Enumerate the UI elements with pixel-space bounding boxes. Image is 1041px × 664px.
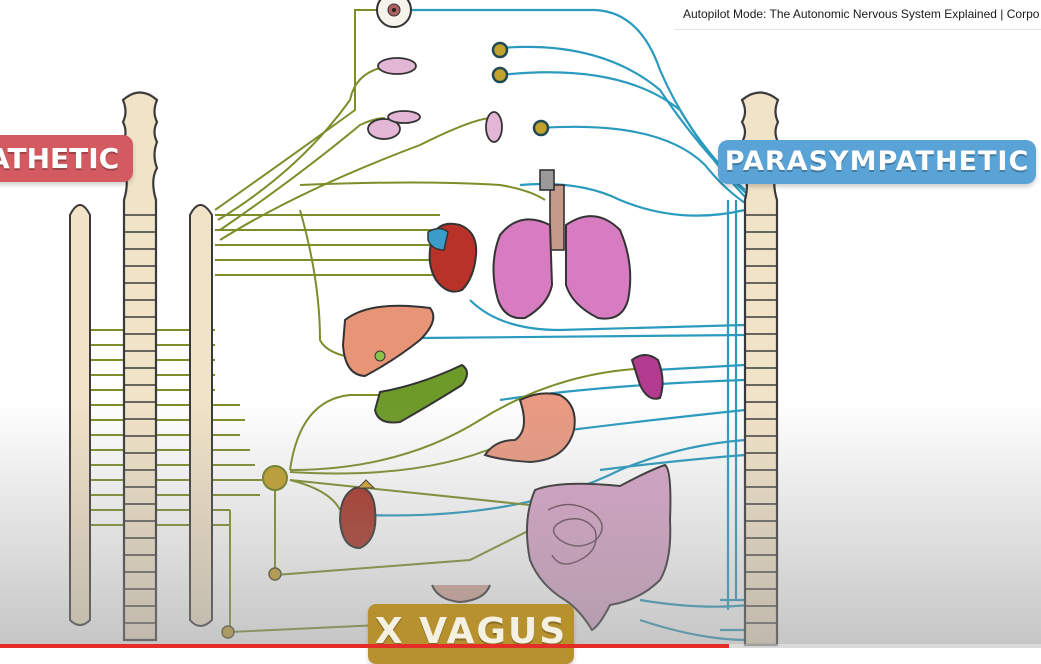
- video-progress-bar[interactable]: [0, 644, 1041, 648]
- liver-icon: [341, 304, 435, 378]
- stomach-icon: [483, 392, 576, 464]
- kidney-icon: [338, 479, 377, 550]
- lungs-icon: [492, 169, 632, 320]
- video-title[interactable]: Autopilot Mode: The Autonomic Nervous Sy…: [674, 0, 1041, 30]
- bladder-icon: [431, 584, 491, 604]
- parasympathetic-banner: PARASYMPATHETIC: [718, 140, 1036, 184]
- nervous-system-diagram: [69, 0, 780, 647]
- eye-icon: [376, 0, 412, 28]
- salivary-gland-icon: [367, 57, 503, 143]
- heart-icon: [427, 222, 478, 293]
- sympathetic-banner: ATHETIC: [0, 135, 133, 182]
- spleen-icon: [630, 354, 664, 400]
- vagus-banner: X VAGUS: [368, 604, 574, 664]
- pancreas-icon: [373, 363, 468, 424]
- video-progress-fill: [0, 644, 729, 648]
